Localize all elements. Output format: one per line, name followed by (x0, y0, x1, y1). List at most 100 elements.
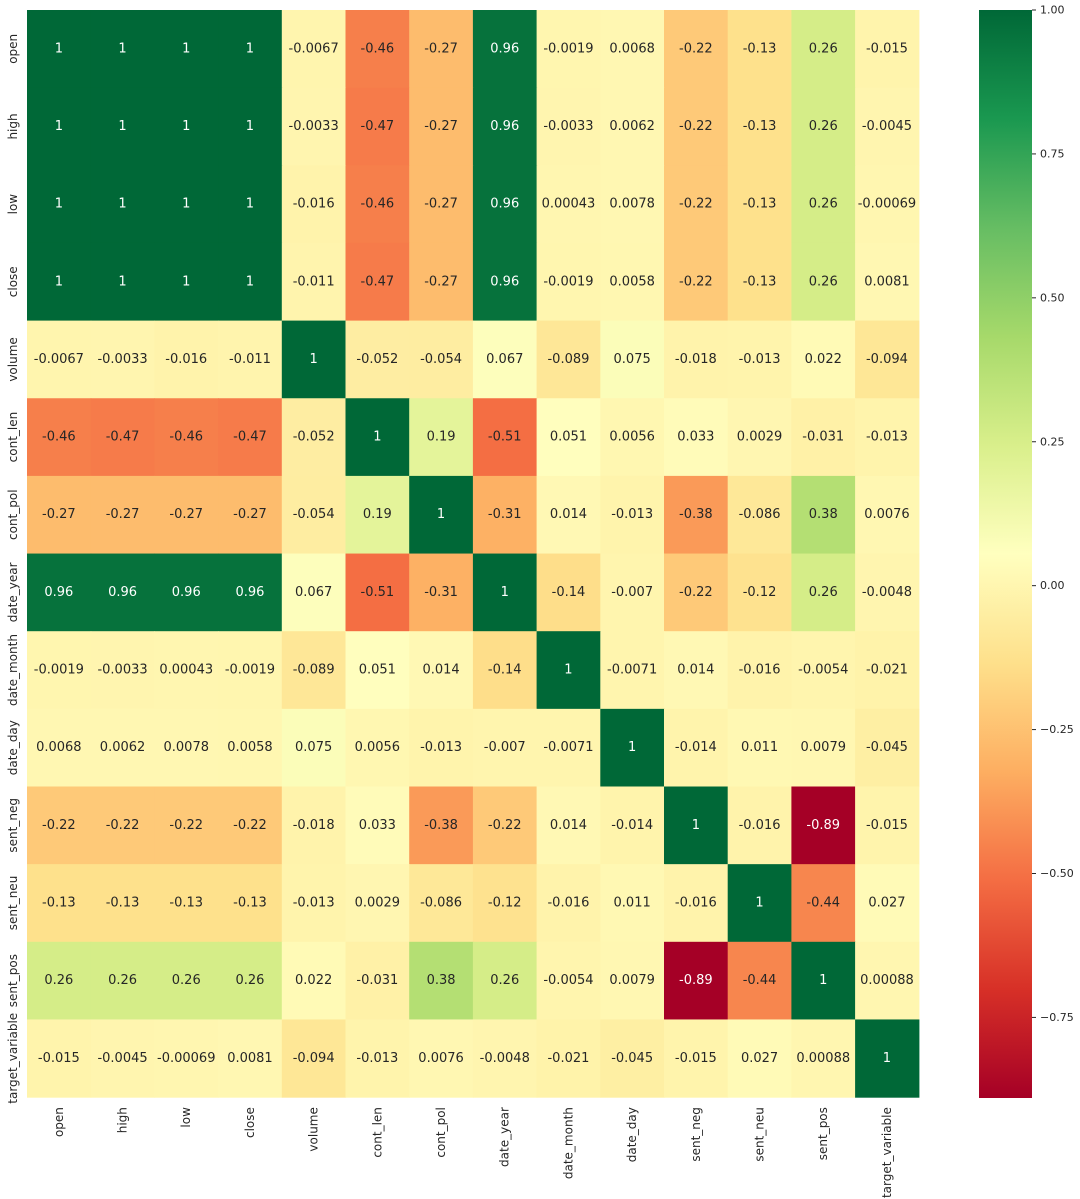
heatmap-cell-date_day-close (218, 708, 283, 788)
y-tick-label-volume: volume (6, 337, 20, 381)
x-tick-label-date_day: date_day (625, 1107, 639, 1162)
heatmap-cell-label: -0.0067 (289, 41, 339, 56)
heatmap-cell-date_month-cont_len (345, 631, 410, 710)
heatmap-cell-label: -0.22 (233, 818, 267, 833)
heatmap-cell-label: 0.96 (172, 585, 201, 600)
heatmap-cell-sent_pos-date_month (536, 941, 601, 1021)
heatmap-cell-label: 0.033 (359, 818, 396, 833)
heatmap-cell-label: -0.22 (106, 818, 140, 833)
heatmap-cell-cont_len-cont_pol (409, 398, 474, 477)
heatmap-cell-label: -0.27 (424, 119, 458, 134)
heatmap-cell-label: -0.013 (356, 1051, 398, 1066)
heatmap-cell-label: -0.0048 (862, 585, 912, 600)
heatmap-cell-target_variable-sent_neg (664, 1019, 729, 1098)
heatmap-cell-label: -0.0033 (543, 119, 593, 134)
heatmap-cell-label: 0.075 (295, 740, 332, 755)
y-tick-label-date_month: date_month (6, 634, 20, 706)
heatmap-cell-label: -0.018 (675, 352, 717, 367)
heatmap-cell-label: -0.00069 (858, 197, 916, 212)
heatmap-cell-high-sent_pos (791, 87, 856, 166)
heatmap-cell-date_year-cont_pol (409, 553, 474, 632)
heatmap-cell-label: -0.46 (169, 430, 203, 445)
heatmap-cell-high-low (154, 87, 219, 166)
heatmap-cell-label: -0.016 (739, 818, 781, 833)
heatmap-cell-low-target_variable (855, 165, 920, 244)
heatmap-cell-date_year-open (27, 553, 92, 632)
heatmap-cell-label: -0.51 (361, 585, 395, 600)
heatmap-cell-sent_neu-low (154, 864, 219, 943)
heatmap-cell-label: -0.013 (739, 352, 781, 367)
heatmap-cell-label: -0.015 (38, 1051, 80, 1066)
heatmap-cell-label: -0.016 (547, 895, 589, 910)
heatmap-cell-date_year-date_year (472, 553, 538, 632)
heatmap-cell-label: 1 (55, 197, 63, 212)
heatmap-cell-sent_neu-open (27, 864, 92, 943)
heatmap-cell-label: -0.27 (424, 274, 458, 289)
heatmap-cell-label: -0.016 (675, 895, 717, 910)
heatmap-cell-label: -0.22 (679, 274, 713, 289)
heatmap-cell-cont_len-volume (281, 398, 347, 477)
heatmap-cell-label: 0.0056 (355, 740, 401, 755)
heatmap-cell-label: 1 (118, 119, 126, 134)
heatmap-cell-date_year-close (218, 553, 283, 632)
heatmap-cell-label: 0.26 (809, 585, 838, 600)
heatmap-cell-label: -0.12 (488, 895, 522, 910)
heatmap-cell-sent_neg-close (218, 786, 283, 865)
heatmap-cell-sent_pos-date_day (600, 941, 665, 1021)
heatmap-cell-volume-target_variable (855, 320, 920, 399)
heatmap-cell-label: -0.13 (743, 197, 777, 212)
heatmap-cell-label: -0.086 (420, 895, 462, 910)
heatmap-cell-label: -0.0071 (607, 663, 657, 678)
heatmap-cell-sent_pos-close (218, 941, 283, 1021)
heatmap-cell-cont_pol-sent_neu (727, 475, 792, 555)
y-tick-label-high: high (6, 113, 20, 139)
heatmap-cell-target_variable-sent_pos (791, 1019, 856, 1098)
colorbar-tick-label: −0.75 (1040, 1011, 1074, 1024)
heatmap-cell-sent_neu-sent_pos (791, 864, 856, 943)
heatmap-cell-close-sent_neg (664, 242, 729, 322)
heatmap-cell-date_year-volume (281, 553, 347, 632)
heatmap-cell-label: -0.22 (679, 41, 713, 56)
heatmap-cell-label: -0.0019 (34, 663, 84, 678)
heatmap-cell-label: -0.031 (802, 430, 844, 445)
heatmap-cell-label: 0.0081 (864, 274, 910, 289)
heatmap-cell-label: 1 (692, 818, 700, 833)
colorbar-tick-label: 0.25 (1040, 435, 1065, 448)
heatmap-cell-low-low (154, 165, 219, 244)
heatmap-cell-cont_len-close (218, 398, 283, 477)
heatmap-cell-label: 0.027 (868, 895, 905, 910)
heatmap-cell-volume-high (90, 320, 155, 399)
heatmap-cell-cont_pol-low (154, 475, 219, 555)
heatmap-cell-label: -0.47 (361, 274, 395, 289)
heatmap-cell-label: 1 (246, 119, 254, 134)
heatmap-cell-volume-cont_pol (409, 320, 474, 399)
heatmap-cell-low-sent_neg (664, 165, 729, 244)
heatmap-cell-sent_neu-high (90, 864, 155, 943)
heatmap-cell-label: 0.26 (44, 973, 73, 988)
heatmap-cell-label: -0.44 (743, 973, 777, 988)
y-tick-label-close: close (6, 266, 20, 297)
heatmap-cell-close-cont_pol (409, 242, 474, 322)
y-tick-label-date_year: date_year (6, 562, 20, 622)
heatmap-cell-volume-sent_neu (727, 320, 792, 399)
heatmap-cell-volume-close (218, 320, 283, 399)
heatmap-cell-label: 0.0079 (801, 740, 847, 755)
heatmap-cell-open-sent_neg (664, 10, 729, 89)
heatmap-cell-cont_pol-cont_len (345, 475, 410, 555)
heatmap-cell-date_year-sent_pos (791, 553, 856, 632)
heatmap-cell-label: 0.00088 (796, 1051, 850, 1066)
heatmap-cell-high-volume (281, 87, 347, 166)
heatmap-cell-date_day-sent_pos (791, 708, 856, 788)
heatmap-cell-label: 1 (437, 507, 445, 522)
y-tick-label-cont_pol: cont_pol (6, 489, 20, 540)
heatmap-cell-low-open (27, 165, 92, 244)
heatmap-cell-date_day-date_day (600, 708, 665, 788)
heatmap-cell-target_variable-target_variable (855, 1019, 920, 1098)
heatmap-cell-sent_neu-date_year (472, 864, 538, 943)
heatmap-cell-label: 0.26 (235, 973, 264, 988)
heatmap-cell-sent_neu-date_day (600, 864, 665, 943)
heatmap-cell-label: -0.013 (866, 430, 908, 445)
heatmap-cell-low-date_month (536, 165, 601, 244)
heatmap-cell-date_year-low (154, 553, 219, 632)
heatmap-cell-label: 1 (182, 197, 190, 212)
